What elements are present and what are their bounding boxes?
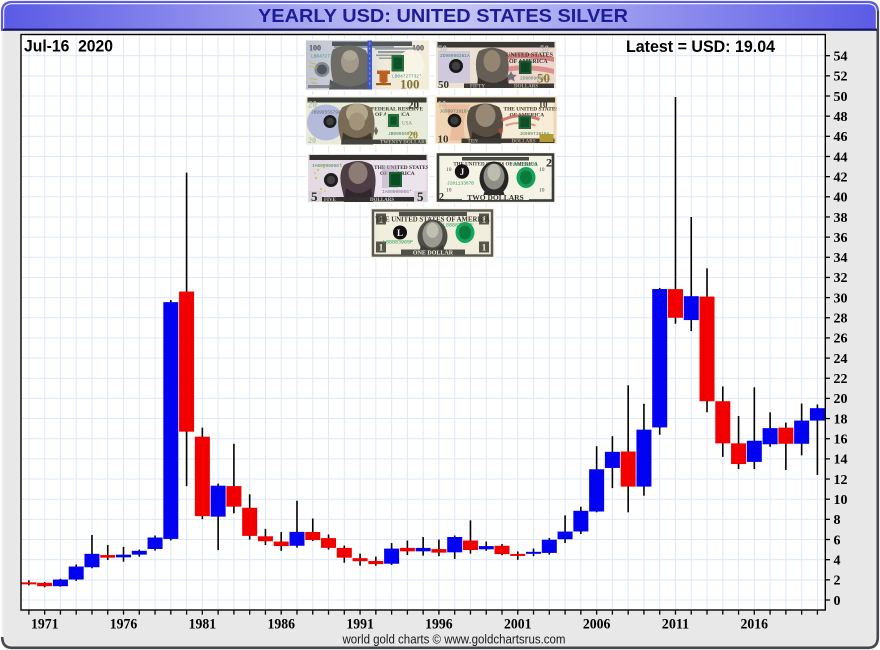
svg-text:50: 50: [537, 71, 550, 86]
svg-text:6: 6: [834, 533, 841, 548]
svg-text:10: 10: [446, 167, 452, 173]
svg-text:FEDERAL RESERVE: FEDERAL RESERVE: [371, 107, 423, 113]
svg-text:5: 5: [311, 189, 318, 204]
svg-text:world gold charts © www.goldch: world gold charts © www.goldchartsrus.co…: [342, 632, 566, 647]
svg-text:50: 50: [438, 44, 448, 54]
svg-text:JB99955579A: JB99955579A: [388, 131, 418, 137]
svg-text:18: 18: [834, 412, 848, 427]
svg-text:FIVE: FIVE: [324, 198, 337, 203]
svg-text:20: 20: [308, 136, 316, 145]
svg-text:100: 100: [309, 44, 321, 53]
svg-text:5: 5: [417, 189, 424, 204]
svg-text:1: 1: [379, 244, 384, 254]
svg-text:100: 100: [400, 77, 420, 92]
svg-text:2D90096381A: 2D90096381A: [440, 53, 470, 59]
svg-text:20: 20: [408, 100, 420, 112]
svg-text:1981: 1981: [189, 616, 217, 632]
svg-text:THE UNITED STATES: THE UNITED STATES: [504, 107, 559, 113]
svg-text:1986: 1986: [267, 616, 295, 632]
svg-text:12: 12: [834, 473, 848, 488]
svg-text:1991: 1991: [346, 616, 374, 632]
svg-text:8: 8: [834, 513, 841, 528]
svg-text:10: 10: [539, 167, 545, 173]
svg-text:20: 20: [834, 392, 848, 407]
svg-text:14: 14: [834, 453, 848, 468]
svg-text:50: 50: [540, 44, 550, 54]
svg-text:32: 32: [834, 271, 848, 286]
svg-text:2001: 2001: [504, 616, 532, 632]
svg-text:2016: 2016: [741, 616, 769, 632]
svg-text:2D90096381A: 2D90096381A: [520, 76, 550, 82]
svg-text:10: 10: [438, 100, 448, 110]
svg-text:0: 0: [834, 594, 841, 609]
svg-text:1: 1: [482, 244, 487, 254]
svg-text:2: 2: [834, 574, 841, 589]
svg-text:1: 1: [379, 216, 384, 226]
svg-text:JB99955579A: JB99955579A: [311, 110, 341, 116]
svg-text:J: J: [460, 167, 465, 177]
svg-text:10: 10: [539, 188, 545, 194]
svg-text:10: 10: [446, 188, 452, 194]
svg-text:40: 40: [834, 191, 848, 206]
svg-text:20: 20: [408, 131, 418, 142]
svg-text:10: 10: [539, 100, 549, 110]
svg-text:L88883965F: L88883965F: [443, 223, 473, 229]
svg-text:50: 50: [438, 79, 450, 91]
svg-text:54: 54: [834, 49, 848, 64]
svg-text:FIFTY: FIFTY: [470, 85, 485, 90]
svg-text:16: 16: [834, 433, 848, 448]
svg-text:YEARLY USD: UNITED STATES SILV: YEARLY USD: UNITED STATES SILVER: [258, 6, 628, 26]
svg-text:50: 50: [834, 90, 848, 105]
svg-text:DOLLARS: DOLLARS: [512, 140, 536, 145]
svg-text:24: 24: [834, 352, 848, 367]
svg-text:1971: 1971: [31, 616, 59, 632]
svg-text:1: 1: [482, 216, 487, 226]
svg-text:IA00000056*: IA00000056*: [382, 189, 412, 195]
svg-text:J20113307B: J20113307B: [447, 181, 474, 187]
svg-text:30: 30: [834, 291, 848, 306]
svg-text:2: 2: [546, 156, 552, 170]
svg-text:1996: 1996: [425, 616, 453, 632]
svg-text:26: 26: [834, 332, 848, 347]
svg-text:38: 38: [834, 211, 848, 226]
svg-text:TWENTY DOLLARS: TWENTY DOLLARS: [380, 141, 428, 146]
svg-text:USA: USA: [402, 122, 412, 127]
svg-text:44: 44: [834, 150, 848, 165]
svg-text:100: 100: [412, 44, 424, 53]
svg-text:LB04727732*: LB04727732*: [392, 74, 422, 80]
svg-text:UNITED STATES: UNITED STATES: [506, 53, 554, 59]
svg-text:10: 10: [438, 134, 450, 146]
svg-text:THE UNITED STATES: THE UNITED STATES: [374, 165, 429, 171]
svg-text:2: 2: [439, 192, 444, 203]
svg-text:2006: 2006: [583, 616, 611, 632]
svg-text:IA00000056*: IA00000056*: [312, 163, 342, 169]
svg-text:Jul-16 2020: Jul-16 2020: [24, 38, 113, 56]
svg-text:TWO DOLLARS: TWO DOLLARS: [467, 193, 523, 202]
svg-text:TEN: TEN: [468, 140, 479, 145]
svg-text:34: 34: [834, 251, 848, 266]
svg-text:LB04727732*: LB04727732*: [311, 54, 341, 60]
svg-text:DOLLARS: DOLLARS: [370, 198, 394, 203]
svg-text:JG99971916A: JG99971916A: [520, 131, 550, 137]
svg-text:J20113307B: J20113307B: [510, 162, 537, 168]
svg-text:2011: 2011: [662, 616, 690, 632]
svg-text:20: 20: [308, 100, 318, 110]
svg-text:ONE DOLLAR: ONE DOLLAR: [413, 250, 454, 256]
svg-text:L88883965F: L88883965F: [383, 240, 413, 246]
svg-text:4: 4: [834, 553, 841, 568]
svg-text:36: 36: [834, 231, 848, 246]
svg-text:JG99971916A: JG99971916A: [440, 109, 470, 115]
svg-text:48: 48: [834, 110, 848, 125]
svg-text:L: L: [397, 228, 403, 238]
svg-text:52: 52: [834, 70, 848, 85]
svg-text:46: 46: [834, 130, 848, 145]
svg-text:28: 28: [834, 312, 848, 327]
svg-text:42: 42: [834, 170, 848, 185]
svg-text:DOLLARS: DOLLARS: [514, 85, 538, 90]
svg-text:1976: 1976: [110, 616, 138, 632]
svg-text:Latest = USD: 19.04: Latest = USD: 19.04: [626, 38, 776, 56]
svg-text:22: 22: [834, 372, 848, 387]
svg-text:10: 10: [834, 493, 848, 508]
